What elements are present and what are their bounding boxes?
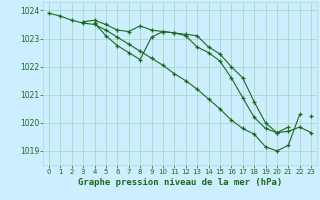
X-axis label: Graphe pression niveau de la mer (hPa): Graphe pression niveau de la mer (hPa)	[78, 178, 282, 187]
